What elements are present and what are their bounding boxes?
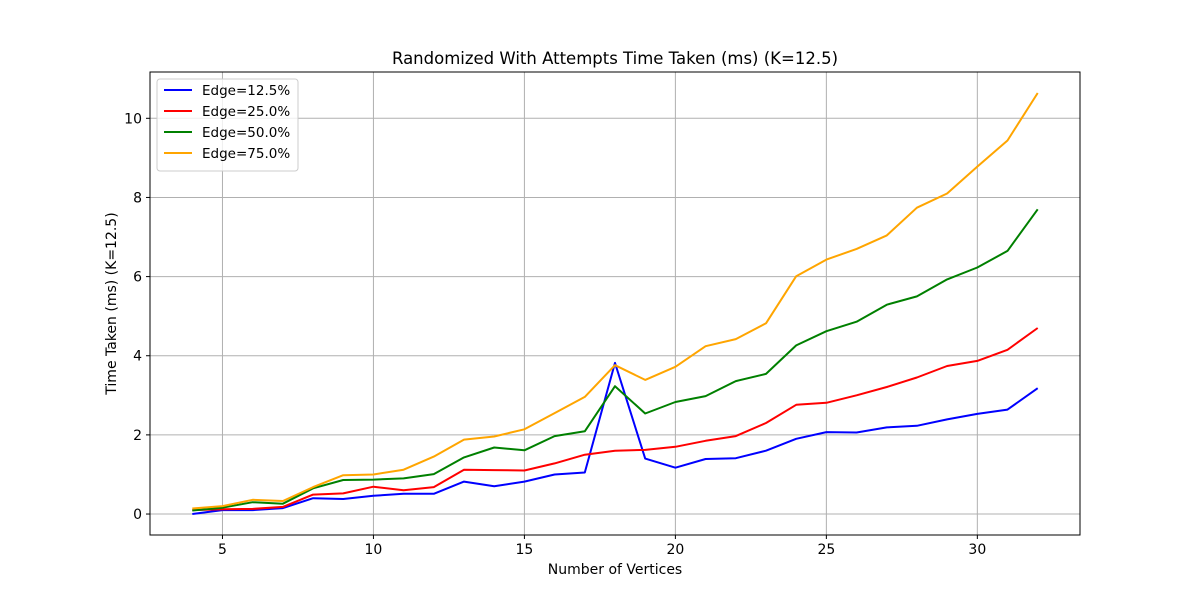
x-tick-label: 30 [968, 542, 986, 558]
x-tick-label: 10 [365, 542, 383, 558]
y-tick-label: 6 [133, 270, 142, 286]
plot-area [149, 71, 1081, 536]
legend: Edge=12.5% Edge=25.0% Edge=50.0% Edge=75.0% [156, 78, 299, 172]
y-tick-label: 2 [133, 428, 142, 444]
series-lines [192, 92, 1039, 515]
chart-title: Randomized With Attempts Time Taken (ms)… [392, 49, 838, 68]
y-tick-label: 8 [133, 190, 142, 206]
legend-label: Edge=25.0% [202, 104, 290, 120]
x-tick-label: 15 [516, 542, 534, 558]
x-tick-label: 20 [666, 542, 684, 558]
y-tick-label: 0 [133, 507, 142, 523]
series-line [192, 92, 1039, 510]
series-line [192, 208, 1039, 512]
y-tick-label: 4 [133, 349, 142, 365]
legend-label: Edge=12.5% [202, 83, 290, 99]
gridlines [150, 72, 1080, 535]
x-axis-label: Number of Vertices [548, 562, 682, 578]
legend-box [156, 78, 299, 172]
x-tick-label: 5 [218, 542, 227, 558]
y-axis-label: Time Taken (ms) (K=12.5) [104, 212, 120, 395]
series-line [192, 327, 1039, 512]
y-tick-label: 10 [124, 111, 142, 127]
y-axis: 0 2 4 6 8 10 [124, 111, 150, 523]
x-tick-label: 25 [817, 542, 835, 558]
series-line [192, 361, 1039, 515]
legend-label: Edge=50.0% [202, 125, 290, 141]
x-axis: 5 10 15 20 25 30 [218, 535, 986, 558]
legend-label: Edge=75.0% [202, 146, 290, 162]
